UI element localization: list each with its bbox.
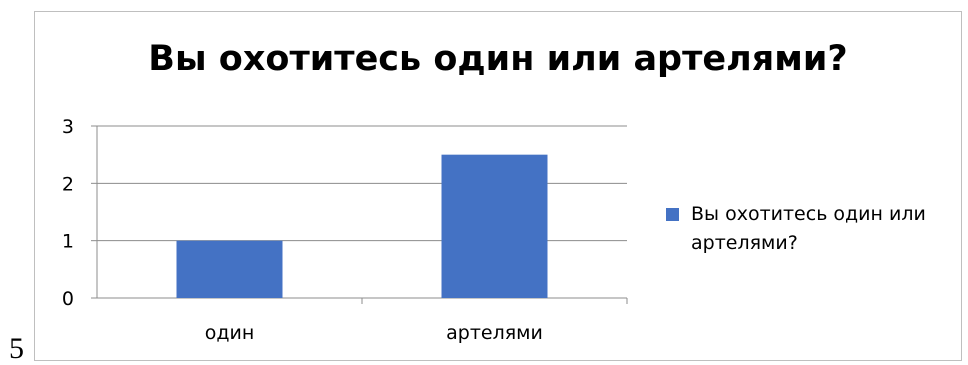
x-category-label: один xyxy=(205,322,255,344)
y-tick-label: 2 xyxy=(62,173,74,195)
y-tick-label: 0 xyxy=(62,288,74,310)
legend-swatch xyxy=(666,208,679,221)
y-tick-label: 3 xyxy=(62,116,74,138)
page-number: 5 xyxy=(9,332,24,365)
x-category-label: артелями xyxy=(446,322,543,344)
y-tick-label: 1 xyxy=(62,231,74,253)
chart-legend: Вы охотитесь один или артелями? xyxy=(666,200,958,258)
bar-1 xyxy=(176,240,283,298)
chart-title: Вы охотитесь один или артелями? xyxy=(148,39,848,79)
legend-label-line: артелями? xyxy=(691,232,798,254)
legend-label-line: Вы охотитесь один или xyxy=(691,203,926,225)
bar-2 xyxy=(441,154,548,298)
legend-label: Вы охотитесь один или артелями? xyxy=(691,200,958,258)
